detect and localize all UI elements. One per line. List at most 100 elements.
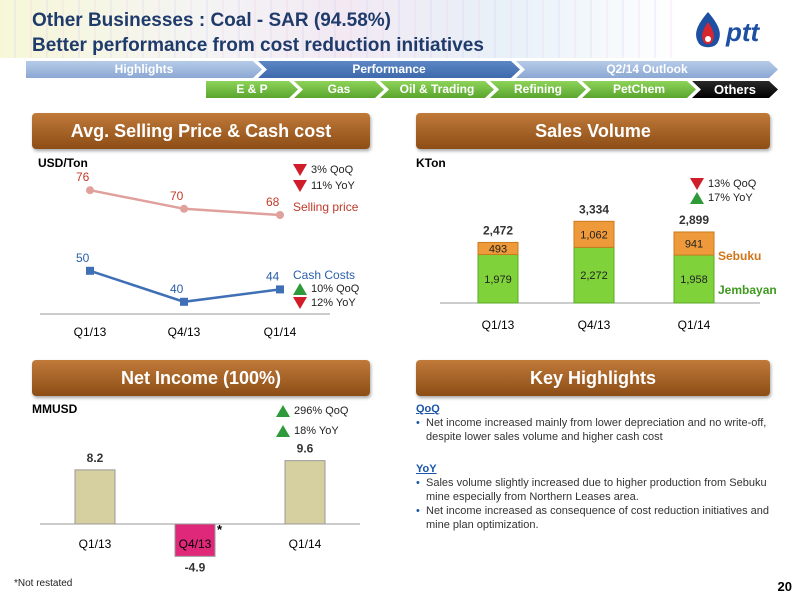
up-arrow-icon bbox=[276, 405, 290, 417]
data-label: 1,958 bbox=[680, 274, 708, 286]
legend-jembayan: Jembayan bbox=[718, 283, 777, 297]
price-unit: USD/Ton bbox=[38, 156, 88, 170]
income-unit: MMUSD bbox=[32, 402, 78, 416]
up-arrow-icon bbox=[690, 192, 704, 204]
bar-sebuku bbox=[477, 241, 519, 256]
volume-unit: KTon bbox=[416, 156, 446, 170]
selling-price-label: Selling price bbox=[293, 200, 359, 214]
nav-highlights[interactable]: Highlights bbox=[26, 61, 262, 78]
data-label: 1,062 bbox=[580, 229, 608, 241]
income-yoy: 18% YoY bbox=[276, 425, 339, 437]
list-item: Sales volume slightly increased due to h… bbox=[416, 476, 792, 504]
nav-outlook[interactable]: Q2/14 Outlook bbox=[516, 61, 778, 78]
nav-petchem[interactable]: PetChem bbox=[582, 81, 696, 98]
data-label: 68 bbox=[266, 195, 280, 209]
income-bar bbox=[74, 469, 116, 525]
data-label: 9.6 bbox=[297, 442, 314, 456]
section-sales-volume: Sales Volume bbox=[416, 113, 770, 149]
income-bar bbox=[284, 460, 326, 525]
page-number: 20 bbox=[777, 579, 792, 594]
cost-yoy: 12% YoY bbox=[293, 297, 356, 309]
sales-volume-chart: Q1/13 1,979 493 2,472 Q4/13 2,272 1,062 3,334 Q1… bbox=[440, 202, 760, 332]
x-tick-label: Q1/14 bbox=[264, 325, 297, 339]
bar-sebuku bbox=[573, 220, 615, 248]
x-tick-label: Q4/13 bbox=[168, 325, 201, 339]
data-label: 50 bbox=[76, 251, 90, 265]
data-label: 941 bbox=[685, 239, 703, 251]
nav-gas[interactable]: Gas bbox=[294, 81, 384, 98]
price-cost-chart: Q1/13 Q4/13 Q1/14 76 70 68 50 40 44 bbox=[40, 170, 330, 339]
selling-yoy-text: 11% YoY bbox=[311, 180, 355, 192]
legend-sebuku: Sebuku bbox=[718, 249, 762, 263]
footnote: *Not restated bbox=[14, 578, 73, 589]
selling-qoq: 3% QoQ bbox=[293, 164, 353, 176]
total-label: 2,472 bbox=[483, 223, 513, 237]
data-label: 8.2 bbox=[87, 451, 104, 465]
cost-qoq: 10% QoQ bbox=[293, 283, 359, 295]
section-key-highlights: Key Highlights bbox=[416, 360, 770, 396]
section-net-income: Net Income (100%) bbox=[32, 360, 370, 396]
income-qoq-text: 296% QoQ bbox=[294, 405, 349, 417]
nav-refining[interactable]: Refining bbox=[490, 81, 586, 98]
logo-text: ptt bbox=[725, 17, 761, 47]
up-arrow-icon bbox=[293, 283, 307, 295]
yoy-list: Sales volume slightly increased due to h… bbox=[416, 476, 792, 532]
nav-ep[interactable]: E & P bbox=[206, 81, 298, 98]
data-label: -4.9 bbox=[185, 560, 206, 574]
bar-jembayan bbox=[573, 246, 615, 304]
data-point bbox=[86, 266, 94, 275]
yoy-heading: YoY bbox=[416, 463, 437, 475]
title-line-1: Other Businesses : Coal - SAR (94.58%) bbox=[32, 10, 391, 31]
x-tick-label: Q1/13 bbox=[74, 325, 107, 339]
list-item: Net income increased as consequence of c… bbox=[416, 504, 792, 532]
selling-yoy: 11% YoY bbox=[293, 180, 355, 192]
income-yoy-text: 18% YoY bbox=[294, 425, 339, 437]
title-band bbox=[0, 0, 680, 58]
nav-others[interactable]: Others bbox=[692, 81, 778, 98]
data-point bbox=[86, 186, 94, 195]
nav-business: E & P Gas Oil & Trading Refining PetChem… bbox=[206, 81, 778, 98]
data-label: 2,272 bbox=[580, 270, 608, 282]
nav-main: Highlights Performance Q2/14 Outlook bbox=[26, 61, 778, 78]
list-item: Net income increased mainly from lower d… bbox=[416, 416, 792, 444]
nav-performance[interactable]: Performance bbox=[258, 61, 520, 78]
data-point bbox=[180, 297, 188, 306]
total-label: 2,899 bbox=[679, 213, 709, 227]
income-bar bbox=[174, 523, 216, 557]
down-arrow-icon bbox=[293, 164, 307, 176]
qoq-heading: QoQ bbox=[416, 403, 440, 415]
x-tick-label: Q4/13 bbox=[578, 318, 611, 332]
data-label: 493 bbox=[489, 243, 507, 255]
section-price-cost: Avg. Selling Price & Cash cost bbox=[32, 113, 370, 149]
income-qoq: 296% QoQ bbox=[276, 405, 348, 417]
bar-jembayan bbox=[673, 254, 715, 304]
down-arrow-icon bbox=[690, 178, 704, 190]
x-tick-label: Q1/13 bbox=[482, 318, 515, 332]
data-label: 40 bbox=[170, 282, 184, 296]
x-tick-label: Q1/13 bbox=[79, 537, 112, 551]
down-arrow-icon bbox=[293, 180, 307, 192]
data-label: 44 bbox=[266, 269, 280, 283]
ptt-logo: ptt bbox=[688, 8, 788, 54]
title-line-2: Better performance from cost reduction i… bbox=[32, 35, 484, 56]
total-label: 3,334 bbox=[579, 202, 609, 216]
x-tick-label: Q4/13 bbox=[179, 537, 212, 551]
data-label: 1,979 bbox=[484, 274, 512, 286]
qoq-list: Net income increased mainly from lower d… bbox=[416, 416, 792, 444]
x-tick-label: Q1/14 bbox=[678, 318, 711, 332]
flame-icon bbox=[696, 12, 720, 48]
cost-yoy-text: 12% YoY bbox=[311, 297, 356, 309]
key-highlights-text: QoQ Net income increased mainly from low… bbox=[416, 402, 792, 532]
selling-qoq-text: 3% QoQ bbox=[311, 164, 354, 176]
nav-oil-trading[interactable]: Oil & Trading bbox=[380, 81, 494, 98]
up-arrow-icon bbox=[276, 425, 290, 437]
data-label: 70 bbox=[170, 189, 184, 203]
volume-qoq-text: 13% QoQ bbox=[708, 178, 757, 190]
data-point bbox=[276, 285, 284, 294]
volume-yoy-text: 17% YoY bbox=[708, 192, 753, 204]
page-title: Other Businesses : Coal - SAR (94.58%) B… bbox=[32, 8, 484, 58]
volume-yoy: 17% YoY bbox=[690, 192, 753, 204]
data-point bbox=[180, 204, 188, 213]
data-point bbox=[276, 211, 284, 219]
volume-qoq: 13% QoQ bbox=[690, 178, 756, 190]
